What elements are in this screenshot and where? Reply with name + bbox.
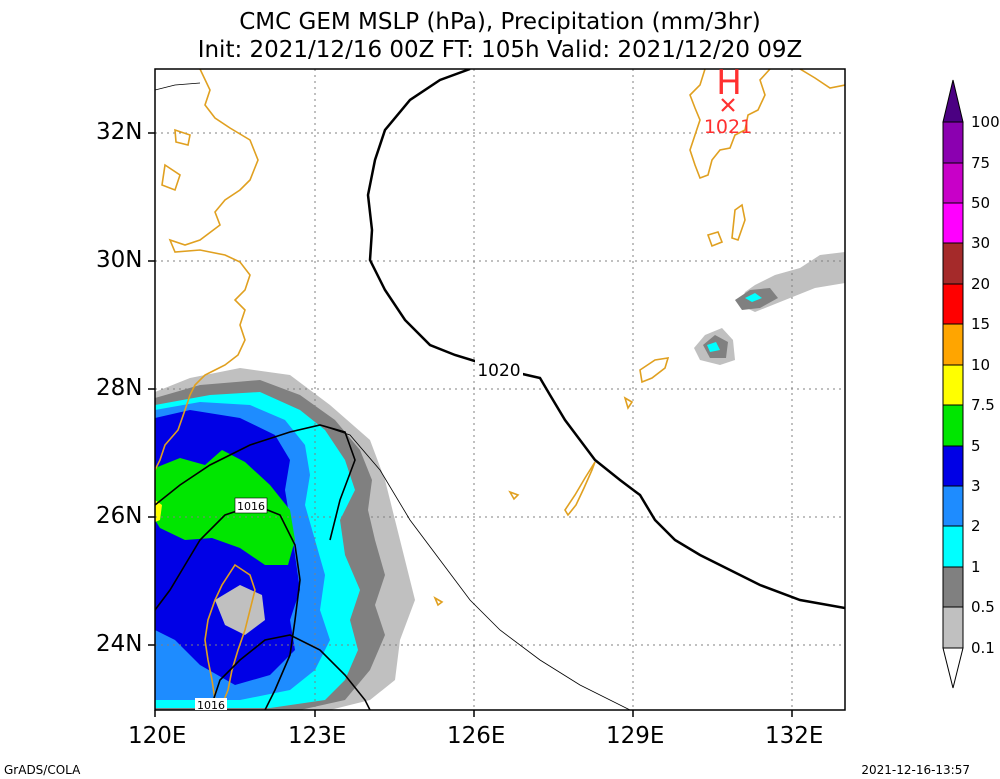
coastline-tanegashima — [731, 203, 746, 242]
colorbar-label: 30 — [971, 234, 991, 252]
coastline-amami — [639, 357, 670, 384]
colorbar-label: 20 — [971, 275, 991, 293]
colorbar-swatch — [942, 566, 964, 608]
colorbar-swatch — [942, 525, 964, 568]
lon-label: 132E — [765, 723, 824, 749]
isobar-label-1020: 1020 — [477, 361, 520, 381]
colorbar-swatch — [942, 242, 964, 285]
colorbar-label: 5 — [971, 437, 981, 455]
footer-credit: GrADS/COLA — [4, 763, 81, 777]
coastline-island-b — [623, 396, 634, 410]
isobar-label-bg — [195, 698, 227, 710]
colorbar-label: 7.5 — [971, 396, 995, 414]
coastline-island-c — [508, 490, 520, 501]
isobar-label-1016: 1016 — [237, 500, 265, 513]
colorbar-bottom-arrow — [942, 647, 964, 689]
lon-label: 123E — [288, 723, 347, 749]
grid-lines — [155, 69, 845, 710]
high-pressure-symbol: H — [716, 63, 742, 103]
colorbar-swatch — [942, 283, 964, 325]
coastline-zhoushan — [161, 163, 181, 192]
colorbar-label: 3 — [971, 477, 981, 495]
isobar-1016-b — [155, 424, 356, 541]
lat-label: 26N — [96, 503, 143, 529]
colorbar-swatch — [942, 445, 964, 487]
axis-ticks — [148, 132, 793, 717]
colorbar-swatch — [942, 202, 964, 244]
colorbar-top-arrow — [942, 79, 964, 123]
colorbar-swatch — [942, 364, 964, 406]
colorbar-label: 0.1 — [971, 639, 995, 657]
coastline-kyushu-east — [799, 69, 845, 89]
isobar-label-1016: 1016 — [197, 699, 225, 712]
colorbar — [942, 79, 964, 689]
lat-label: 30N — [96, 247, 143, 273]
map-subtitle: Init: 2021/12/16 00Z FT: 105h Valid: 202… — [197, 37, 803, 63]
isobar-thin-a — [319, 424, 631, 710]
precip-1-region-ne2 — [707, 342, 720, 352]
isobar-1016-c — [209, 634, 371, 710]
coastline-island-a — [174, 128, 191, 146]
map-title: CMC GEM MSLP (hPa), Precipitation (mm/3h… — [239, 9, 761, 35]
colorbar-swatch — [942, 162, 964, 204]
coastline-okinawa — [564, 461, 596, 517]
precipitation-layer — [155, 252, 845, 710]
isobar-thin-b — [155, 82, 201, 91]
isobar-1016-a — [155, 504, 301, 710]
lon-label: 129E — [606, 723, 665, 749]
coastline-yakushima — [706, 231, 724, 248]
coastline-china — [155, 69, 259, 471]
lon-label: 120E — [128, 723, 187, 749]
colorbar-swatch — [942, 485, 964, 527]
precip-1-region-ne — [745, 293, 762, 302]
coastline-island-d — [433, 596, 444, 607]
isobar-label-bg — [234, 497, 268, 514]
footer-timestamp: 2021-12-16-13:57 — [861, 763, 970, 777]
colorbar-label: 50 — [971, 194, 991, 212]
colorbar-label: 15 — [971, 315, 991, 333]
coastline-kyushu — [689, 69, 771, 180]
colorbar-label: 100 — [971, 113, 1000, 131]
high-pressure-value: 1021 — [704, 116, 752, 138]
lat-label: 32N — [96, 119, 143, 145]
colorbar-label: 1 — [971, 558, 981, 576]
high-center-marker — [721, 98, 735, 112]
lon-label: 126E — [447, 723, 506, 749]
lat-label: 28N — [96, 375, 143, 401]
colorbar-swatch — [942, 323, 964, 366]
colorbar-swatch — [942, 121, 964, 164]
isobar-label-bg — [475, 359, 523, 379]
colorbar-label: 2 — [971, 517, 981, 535]
colorbar-label: 10 — [971, 356, 991, 374]
lat-label: 24N — [96, 631, 143, 657]
colorbar-swatch — [942, 606, 964, 649]
colorbar-swatch — [942, 404, 964, 447]
colorbar-label: 0.5 — [971, 598, 995, 616]
colorbar-label: 75 — [971, 154, 991, 172]
